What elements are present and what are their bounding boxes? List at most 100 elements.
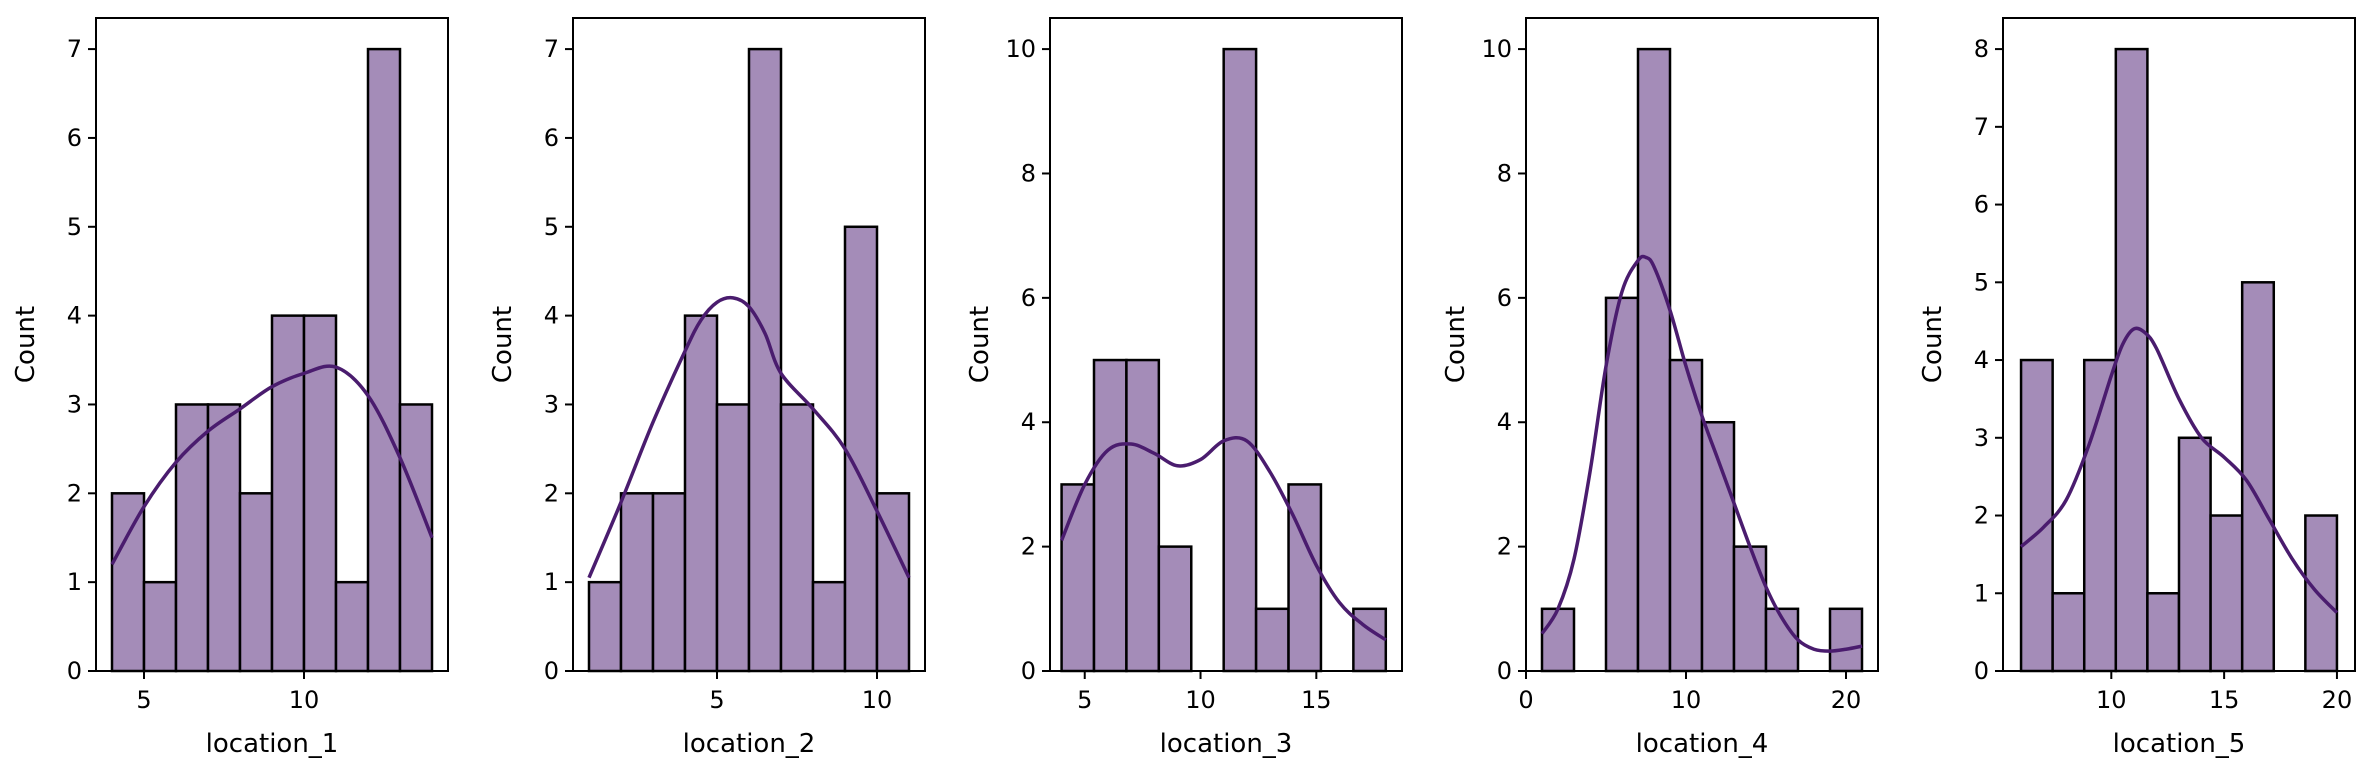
- y-tick-label: 0: [67, 657, 82, 685]
- x-tick-label: 20: [2322, 686, 2353, 714]
- histogram-bar: [1764, 607, 1800, 673]
- y-tick-label: 2: [1021, 533, 1036, 561]
- histogram-bar: [1157, 545, 1193, 673]
- histogram-bar: [1636, 47, 1672, 673]
- axes-frame: [572, 17, 926, 672]
- kde-curve: [2019, 326, 2339, 614]
- y-tick-label: 4: [1974, 346, 1989, 374]
- x-tick-label: 10: [289, 686, 320, 714]
- y-tick-label: 4: [1021, 408, 1036, 436]
- y-tick-label: 6: [1021, 284, 1036, 312]
- x-tick-label: 10: [1185, 686, 1216, 714]
- y-tick-label: 2: [1974, 502, 1989, 530]
- histogram-bar: [619, 492, 655, 673]
- axes-frame: [2002, 17, 2356, 672]
- histogram-bar: [2019, 358, 2054, 673]
- histogram-bar: [1352, 607, 1388, 673]
- x-tick-label: 20: [1831, 686, 1862, 714]
- histogram-bar: [811, 580, 847, 673]
- histogram-bar: [2209, 514, 2244, 673]
- kde-curve: [587, 295, 911, 579]
- x-tick-label: 0: [1518, 686, 1533, 714]
- y-axis-label: Count: [488, 306, 518, 383]
- y-tick-label: 1: [67, 568, 82, 596]
- y-tick-label: 6: [1974, 191, 1989, 219]
- y-tick-label: 1: [544, 568, 559, 596]
- histogram-bar: [366, 47, 402, 673]
- x-tick-label: 10: [1671, 686, 1702, 714]
- histogram-bar: [1828, 607, 1864, 673]
- y-tick-label: 4: [67, 302, 82, 330]
- histogram-bar: [779, 403, 815, 673]
- y-tick-label: 3: [67, 390, 82, 418]
- histogram-bar: [1254, 607, 1290, 673]
- histogram-bar: [110, 492, 146, 673]
- y-tick-label: 6: [544, 124, 559, 152]
- histogram-bar: [1732, 545, 1768, 673]
- x-tick-label: 5: [136, 686, 151, 714]
- y-tick-label: 8: [1974, 35, 1989, 63]
- y-axis-label: Count: [1441, 306, 1471, 383]
- histogram-bar: [2146, 592, 2181, 673]
- panel-4: 0 2 4 6 8 10 0 10 20 location_4 Count: [1441, 17, 1879, 759]
- y-tick-label: 6: [67, 124, 82, 152]
- kde-curve: [110, 364, 434, 566]
- panel-2: 0 1 2 3 4 5 6 7 5 10 location_2 Count: [488, 17, 926, 759]
- y-tick-label: 4: [1497, 408, 1512, 436]
- y-tick-label: 7: [1974, 113, 1989, 141]
- histogram-bar: [1125, 358, 1161, 673]
- x-tick-label: 10: [2096, 686, 2127, 714]
- x-axis-label: location_5: [2113, 729, 2246, 759]
- y-tick-label: 1: [1974, 579, 1989, 607]
- panel-3: 0 2 4 6 8 10 5 10 15 location_3 Count: [965, 17, 1403, 759]
- y-axis-label: Count: [965, 306, 995, 383]
- x-tick-label: 5: [1077, 686, 1092, 714]
- histogram-bar: [334, 580, 370, 673]
- y-tick-label: 10: [1005, 35, 1036, 63]
- histogram-bar: [2240, 281, 2276, 673]
- y-tick-label: 10: [1481, 35, 1512, 63]
- y-axis-label: Count: [1918, 306, 1948, 383]
- y-tick-label: 0: [1974, 657, 1989, 685]
- axes-frame: [1525, 17, 1879, 672]
- x-axis-label: location_4: [1636, 729, 1769, 759]
- y-tick-label: 7: [544, 35, 559, 63]
- y-tick-label: 5: [544, 213, 559, 241]
- axes-frame: [1049, 17, 1403, 672]
- y-tick-label: 3: [1974, 424, 1989, 452]
- histogram-bar: [1092, 358, 1128, 673]
- panel-5: 0 1 2 3 4 5 6 7 8 10 15 20 location_5 Count: [1918, 17, 2356, 759]
- histogram-bar: [1222, 47, 1258, 673]
- histogram-bar: [238, 492, 274, 673]
- x-tick-label: 5: [709, 686, 724, 714]
- y-tick-label: 4: [544, 302, 559, 330]
- y-tick-label: 5: [1974, 268, 1989, 296]
- histogram-bar: [1060, 483, 1096, 673]
- axes-frame: [95, 17, 449, 672]
- x-axis-label: location_3: [1160, 729, 1293, 759]
- panel-1: 0 1 2 3 4 5 6 7 5 10 location_1 Count: [11, 17, 449, 759]
- y-tick-label: 5: [67, 213, 82, 241]
- histogram-bar: [142, 580, 178, 673]
- histogram-bar: [651, 492, 687, 673]
- x-axis-label: location_2: [683, 729, 816, 759]
- histogram-bar: [206, 403, 242, 673]
- kde-curve: [1540, 254, 1863, 653]
- y-tick-label: 0: [1497, 657, 1512, 685]
- histogram-bar: [2177, 436, 2212, 673]
- histogram-bar: [715, 403, 751, 673]
- histogram-bar: [1604, 296, 1640, 673]
- histogram-bar: [398, 403, 434, 673]
- histogram-bar: [683, 314, 719, 673]
- y-tick-label: 2: [544, 479, 559, 507]
- y-tick-label: 2: [67, 479, 82, 507]
- x-tick-label: 15: [1301, 686, 1332, 714]
- histogram-bar: [2114, 47, 2149, 673]
- histogram-bar: [270, 314, 306, 673]
- y-tick-label: 8: [1497, 159, 1512, 187]
- y-tick-label: 3: [544, 390, 559, 418]
- histogram-bar: [587, 580, 623, 673]
- y-axis-label: Count: [11, 306, 41, 383]
- histogram-bar: [2304, 514, 2339, 673]
